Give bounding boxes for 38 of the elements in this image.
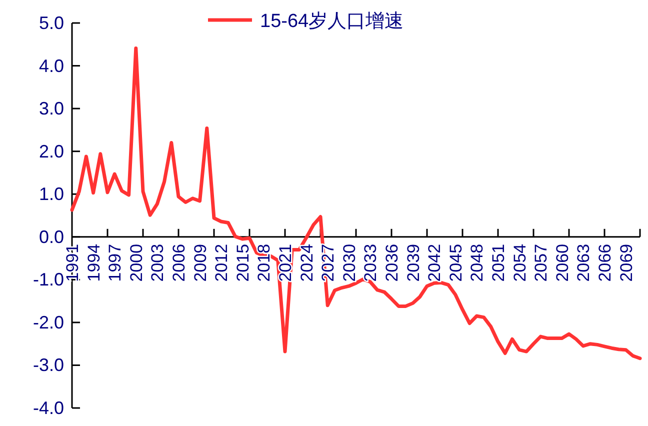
x-tick-label: 1991 [63, 244, 82, 282]
x-tick-label: 2066 [596, 244, 614, 282]
y-tick-label: 1.0 [38, 184, 64, 204]
x-tick-label: 2015 [233, 244, 252, 282]
x-tick-label: 2042 [425, 244, 444, 282]
x-tick-label: 2039 [404, 244, 423, 282]
x-tick-label: 2009 [190, 244, 210, 282]
x-tick-label: 2000 [126, 244, 146, 282]
x-tick-label: 2012 [212, 244, 232, 282]
x-tick-label: 2069 [616, 244, 636, 282]
y-tick-label: -3.0 [32, 355, 64, 376]
x-tick-label: 2054 [510, 244, 530, 282]
x-tick-label: 2060 [552, 244, 572, 282]
y-tick-label: 3.0 [38, 98, 64, 119]
x-tick-label: 2030 [340, 244, 359, 282]
y-tick-label: 0.0 [38, 226, 64, 247]
y-tick-label: -2.0 [32, 312, 64, 332]
x-tick-label: 2024 [297, 244, 316, 282]
x-tick-label: 2057 [532, 244, 551, 282]
x-tick-label: 1997 [106, 244, 125, 282]
y-tick-label: 4.0 [38, 56, 64, 76]
x-tick-label: 2018 [254, 244, 274, 282]
legend-label: 15-64岁人口增速 [260, 11, 404, 32]
y-tick-label: 2.0 [38, 141, 64, 162]
y-tick-label: -1.0 [32, 270, 64, 290]
x-tick-label: 2006 [170, 244, 188, 282]
x-tick-label: 2051 [489, 244, 508, 282]
x-tick-label: 2033 [361, 244, 380, 282]
x-tick-label: 2003 [148, 244, 168, 282]
x-tick-label: 2027 [318, 244, 338, 282]
y-tick-label: 5.0 [38, 13, 64, 33]
y-tick-label: -4.0 [32, 398, 64, 418]
x-tick-label: 2021 [276, 244, 295, 282]
x-tick-label: 2048 [468, 244, 487, 282]
x-tick-label: 2045 [446, 244, 466, 282]
x-tick-label: 2036 [382, 244, 402, 282]
x-tick-label: 2063 [574, 244, 594, 282]
x-tick-label: 1994 [84, 244, 104, 282]
